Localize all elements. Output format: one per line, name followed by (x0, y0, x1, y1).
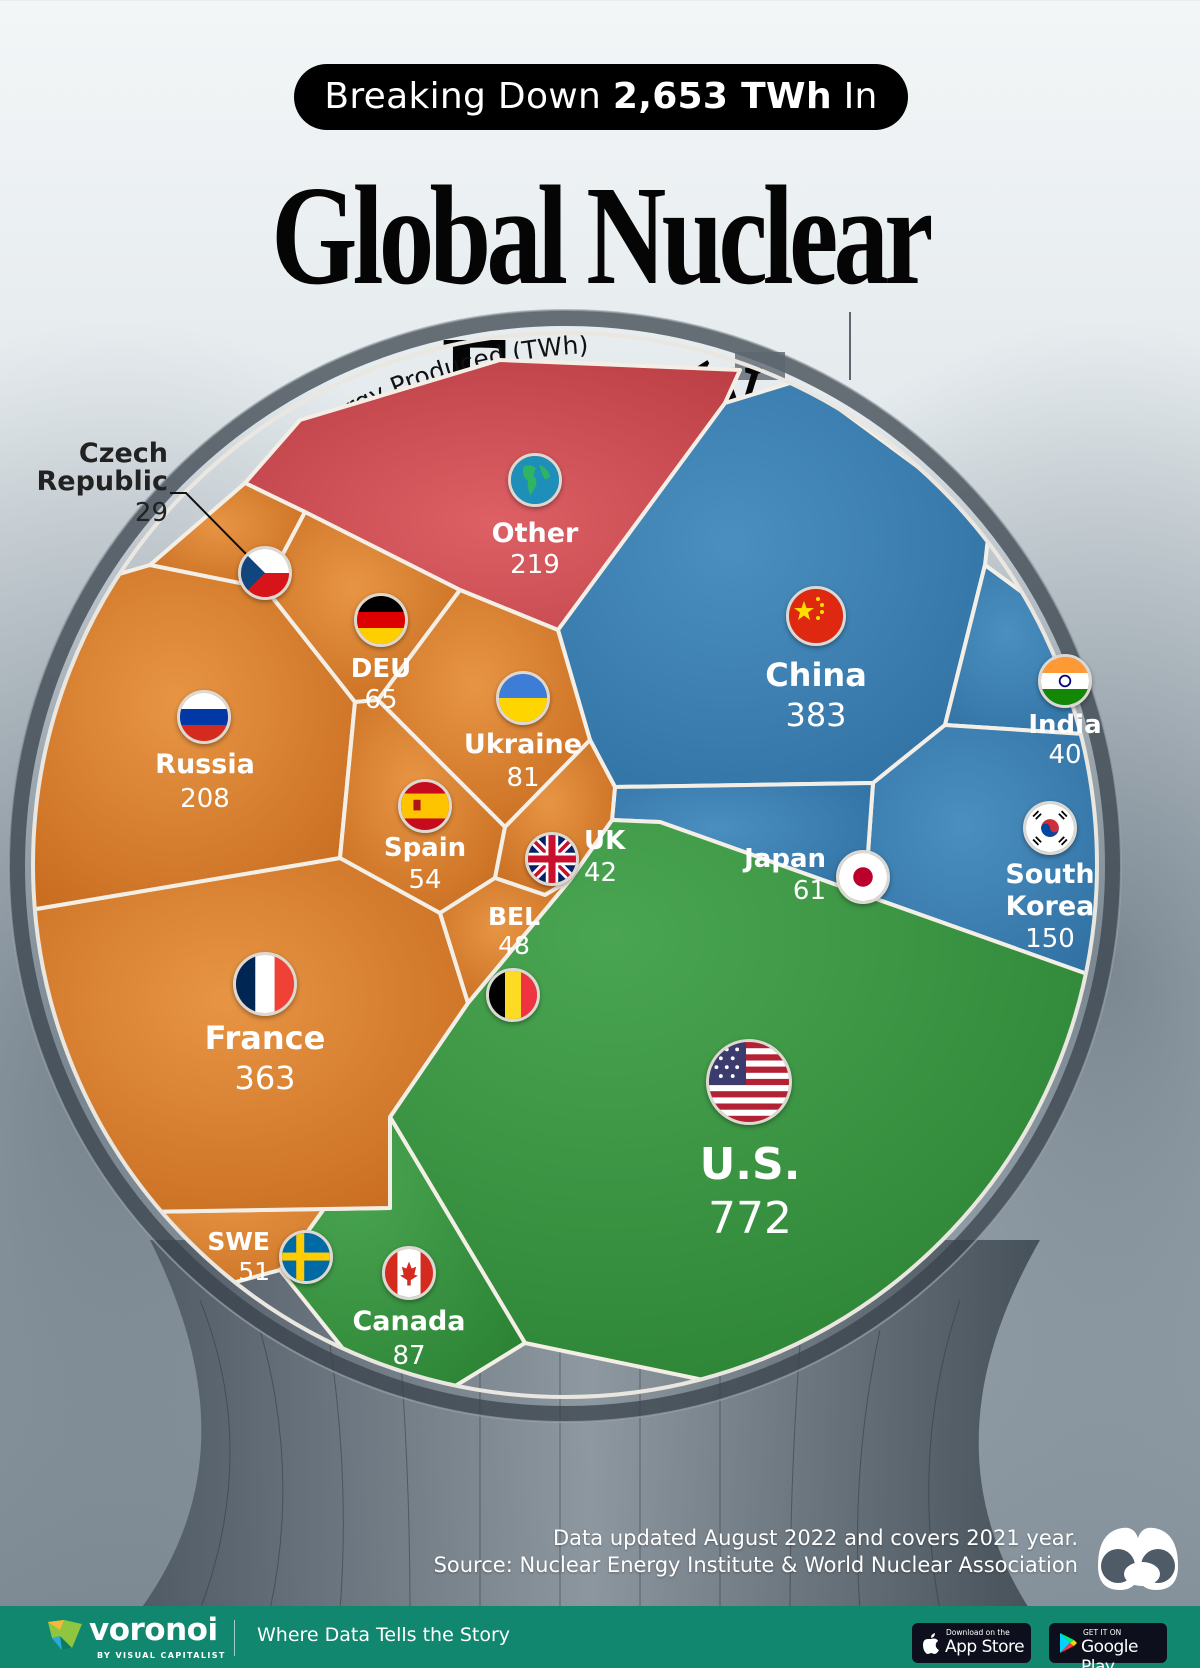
ukraine-flag-icon (496, 671, 550, 725)
label-china: China 383 (765, 656, 867, 734)
label-south-korea: South Korea 150 (1005, 859, 1095, 954)
label-canada: Canada 87 (352, 1306, 466, 1371)
source-note: Data updated August 2022 and covers 2021… (434, 1525, 1078, 1579)
france-flag-icon (233, 952, 297, 1016)
label-japan: Japan 61 (744, 844, 826, 906)
usa-flag-icon (706, 1039, 792, 1125)
google-play-big-text: Google Play (1081, 1637, 1138, 1668)
globe-icon (508, 453, 562, 507)
brand-subtitle: BY VISUAL CAPITALIST (97, 1651, 226, 1660)
pill-prefix: Breaking Down (324, 76, 613, 117)
label-us: U.S. 772 (699, 1139, 801, 1244)
label-india: India 40 (1028, 710, 1102, 770)
russia-flag-icon (177, 690, 231, 744)
czech-flag-icon (238, 546, 292, 600)
spain-flag-icon (398, 779, 452, 833)
label-belgium: BEL 48 (487, 902, 541, 960)
germany-flag-icon (354, 593, 408, 647)
brand-name[interactable]: voronoi (89, 1612, 218, 1648)
tagline: Where Data Tells the Story (257, 1624, 511, 1646)
app-store-small-text: Download on the (946, 1628, 1010, 1637)
label-spain: Spain 54 (383, 833, 467, 895)
pill-total: 2,653 TWh (612, 76, 832, 117)
label-uk: UK 42 (584, 826, 626, 888)
label-germany: DEU 65 (350, 654, 412, 715)
binoculars-icon (1098, 1527, 1178, 1590)
app-store-big-text: App Store (945, 1637, 1025, 1657)
google-play-small-text: GET IT ON (1083, 1628, 1122, 1637)
voronoi-logo-icon[interactable] (46, 1618, 84, 1652)
google-play-button[interactable]: GET IT ON Google Play (1049, 1623, 1167, 1668)
apple-icon (923, 1633, 939, 1654)
south-korea-flag-icon (1023, 801, 1077, 855)
uk-flag-icon (525, 832, 579, 886)
czech-leader-line (170, 492, 249, 557)
label-sweden: SWE 51 (207, 1227, 270, 1286)
data-updated-text: Data updated August 2022 and covers 2021… (553, 1526, 1078, 1550)
sweden-flag-icon (279, 1230, 333, 1284)
label-other: Other 219 (491, 518, 579, 580)
google-play-icon (1060, 1633, 1077, 1653)
label-ukraine: Ukraine 81 (463, 729, 583, 793)
footer-divider (234, 1620, 235, 1656)
label-russia: Russia 208 (155, 749, 255, 814)
source-text: Source: Nuclear Energy Institute & World… (433, 1553, 1078, 1577)
label-france: France 363 (204, 1019, 326, 1097)
china-flag-icon (786, 586, 846, 646)
canada-flag-icon (382, 1246, 436, 1300)
app-store-button[interactable]: Download on the App Store (912, 1623, 1031, 1663)
label-czech: Czech Republic 29 (36, 438, 169, 529)
pill-suffix: In (831, 76, 878, 117)
india-flag-icon (1038, 654, 1092, 708)
cell-belgium[interactable] (438, 876, 572, 1005)
chart-rim (31, 331, 1099, 1399)
belgium-flag-icon (486, 968, 540, 1022)
japan-flag-icon (836, 850, 890, 904)
subtitle-pill: Breaking Down 2,653 TWh In (294, 64, 908, 130)
footer-bar: voronoi BY VISUAL CAPITALIST Where Data … (0, 1606, 1200, 1668)
